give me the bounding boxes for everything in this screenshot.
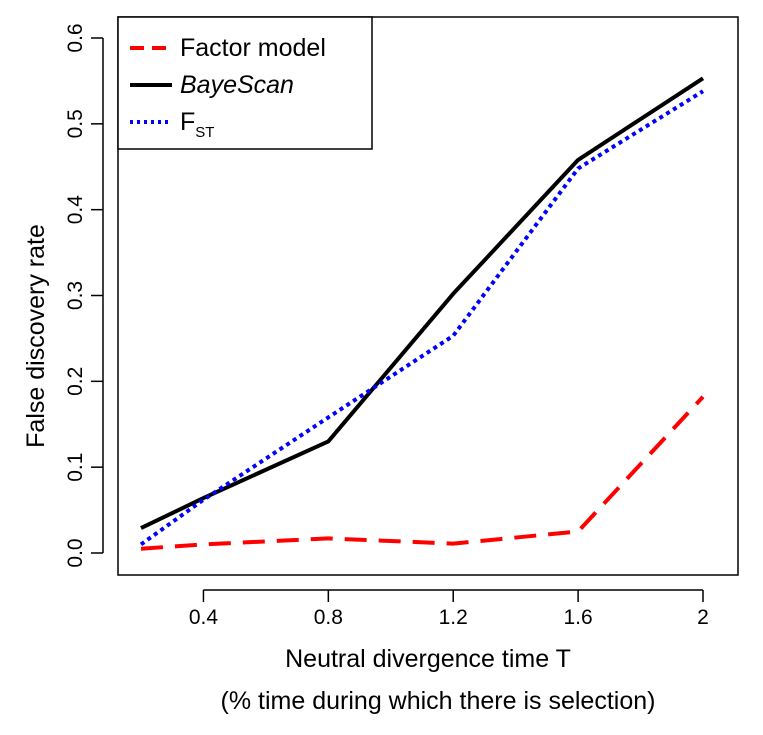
- legend-label-factor-model: Factor model: [180, 34, 326, 62]
- legend-label-fst: FST: [180, 108, 214, 141]
- legend: Factor model BayeScan FST: [117, 16, 373, 150]
- x-tick-label: 1.2: [439, 606, 468, 629]
- series-line-fst: [139, 89, 705, 547]
- x-axis-label: Neutral divergence time T: [285, 645, 571, 673]
- x-tick-label: 1.6: [564, 606, 593, 629]
- y-tick-label: 0.6: [64, 23, 87, 52]
- series-line-bayescan: [140, 76, 705, 530]
- legend-label-bayescan: BayeScan: [180, 71, 294, 99]
- y-tick-label: 0.1: [64, 453, 87, 482]
- series-layer: [139, 76, 705, 551]
- y-tick-label: 0.4: [64, 195, 87, 225]
- legend-label-fst-subscript: ST: [195, 124, 214, 141]
- y-tick-label: 0.5: [64, 109, 87, 138]
- legend-label-fst-main: F: [180, 108, 195, 136]
- x-axis-sublabel: (% time during which there is selection): [221, 687, 656, 715]
- x-tick-label: 0.8: [314, 606, 343, 629]
- y-tick-label: 0.0: [64, 538, 87, 567]
- y-tick-label: 0.3: [64, 281, 87, 310]
- x-tick-label: 2: [697, 606, 709, 629]
- y-axis-label: False discovery rate: [22, 224, 50, 448]
- plot-frame: [117, 16, 739, 576]
- axis-layer: 0.4 0.8 1.2 1.6 2 0.0 0.1 0.2 0.3 0.4 0.5 0.6: [64, 23, 709, 629]
- y-tick-label: 0.2: [64, 367, 87, 396]
- series-line-factor-model: [140, 395, 705, 551]
- x-tick-label: 0.4: [189, 606, 219, 629]
